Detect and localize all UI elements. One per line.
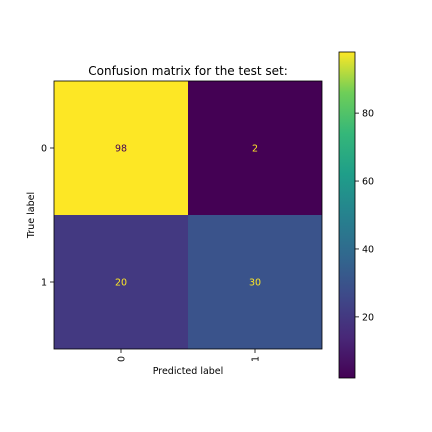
y-axis-label: True label (26, 192, 37, 239)
chart-title: Confusion matrix for the test set: (88, 64, 288, 78)
plot-frame (53, 80, 323, 350)
colorbar-tick-label: 40 (362, 244, 374, 255)
heatmap-cell (188, 215, 322, 349)
colorbar-tick-label: 60 (362, 177, 374, 188)
y-tick-label: 0 (41, 144, 47, 155)
heatmap-cells (54, 81, 322, 349)
x-tick-label: 0 (117, 356, 128, 362)
colorbar-tick-label: 20 (362, 312, 374, 323)
x-axis-label: Predicted label (153, 366, 224, 377)
heatmap-cell (54, 81, 188, 215)
colorbar-tick-label: 80 (362, 109, 374, 120)
heatmap-cell-labels: 98 2 20 30 (115, 144, 261, 289)
heatmap-cell (54, 215, 188, 349)
x-tick-label: 1 (251, 356, 262, 362)
y-tick-label: 1 (41, 278, 47, 289)
heatmap-cell (188, 81, 322, 215)
cell-value-label: 2 (252, 144, 258, 155)
colorbar-ticks: 20 40 60 80 (355, 109, 374, 323)
colorbar (338, 51, 356, 379)
cell-value-label: 20 (115, 278, 127, 289)
cell-value-label: 98 (115, 144, 127, 155)
y-axis-ticks: 01 (41, 144, 54, 289)
cell-value-label: 30 (249, 278, 261, 289)
